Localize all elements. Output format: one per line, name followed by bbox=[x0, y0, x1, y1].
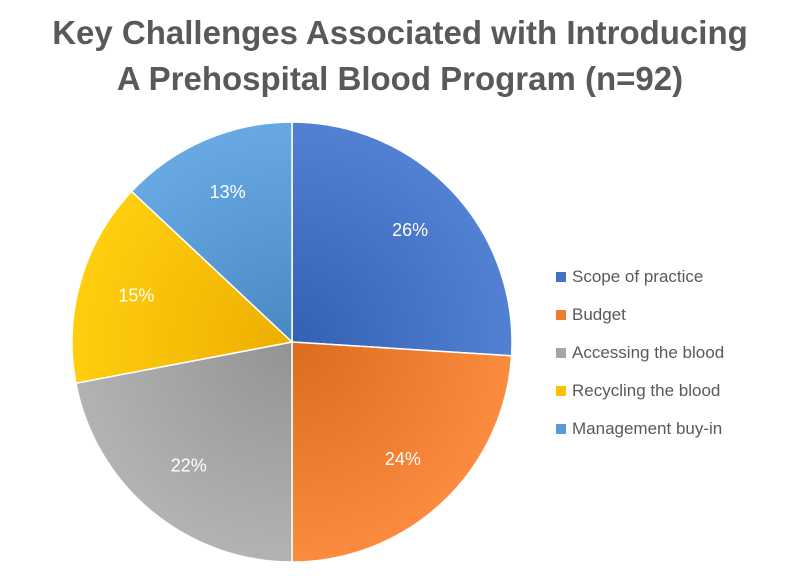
chart-title-line-1: Key Challenges Associated with Introduci… bbox=[52, 14, 748, 51]
pie-slice-budget bbox=[291, 341, 513, 563]
legend-item-management-buy-in: Management buy-in bbox=[556, 410, 724, 448]
legend-swatch bbox=[556, 386, 566, 396]
legend-swatch bbox=[556, 272, 566, 282]
pie-slice-accessing-the-blood bbox=[75, 341, 293, 563]
data-label-accessing-the-blood: 22% bbox=[171, 456, 207, 476]
legend-label: Recycling the blood bbox=[572, 381, 721, 400]
legend: Scope of practice Budget Accessing the blo… bbox=[556, 258, 724, 448]
data-label-scope-of-practice: 26% bbox=[392, 220, 428, 240]
pie-slice-scope-of-practice bbox=[291, 121, 513, 357]
legend-label: Scope of practice bbox=[572, 267, 704, 286]
legend-label: Accessing the blood bbox=[572, 343, 725, 362]
legend-item-scope-of-practice: Scope of practice bbox=[556, 258, 724, 296]
data-label-budget: 24% bbox=[385, 449, 421, 469]
pie-slices bbox=[71, 121, 513, 563]
legend-item-budget: Budget bbox=[556, 296, 724, 334]
data-label-management-buy-in: 13% bbox=[210, 182, 246, 202]
legend-label: Management buy-in bbox=[572, 419, 723, 438]
data-label-recycling-the-blood: 15% bbox=[118, 286, 154, 306]
pie-slice-management-buy-in bbox=[130, 121, 293, 344]
legend-swatch bbox=[556, 424, 566, 434]
legend-label: Budget bbox=[572, 305, 626, 324]
chart-title: Key Challenges Associated with Introduci… bbox=[0, 10, 800, 102]
legend-item-accessing-the-blood: Accessing the blood bbox=[556, 334, 724, 372]
legend-swatch bbox=[556, 348, 566, 358]
pie-slice-recycling-the-blood bbox=[71, 190, 294, 385]
pie-data-labels: 26% 24% 22% 15% 13% bbox=[118, 182, 428, 475]
chart-title-line-2: A Prehospital Blood Program (n=92) bbox=[116, 60, 684, 97]
legend-swatch bbox=[556, 310, 566, 320]
legend-item-recycling-the-blood: Recycling the blood bbox=[556, 372, 724, 410]
